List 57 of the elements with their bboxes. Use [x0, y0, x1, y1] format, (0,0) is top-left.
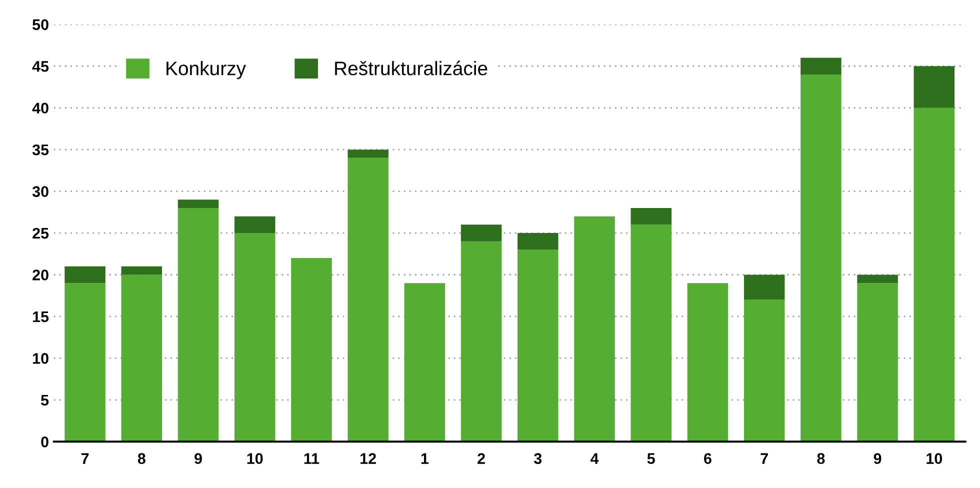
y-tick-label: 15: [33, 311, 49, 322]
y-tick-label: 40: [32, 102, 48, 114]
bar: [460, 224, 502, 242]
bar: [518, 250, 558, 442]
x-tick-label: 8: [138, 453, 146, 464]
x-tick-label: 11: [304, 453, 320, 464]
bar: [348, 158, 388, 442]
y-tick-label: 20: [32, 270, 48, 280]
bar: [404, 283, 446, 442]
x-tick-label: 9: [194, 453, 202, 464]
y-tick-label: 50: [32, 19, 48, 30]
x-tick-label: 1: [421, 453, 429, 464]
x-tick-label: 7: [81, 453, 89, 464]
bar: [630, 224, 672, 442]
bar: [857, 274, 898, 284]
x-tick-label: 6: [704, 453, 712, 464]
x-tick-label: 10: [247, 453, 263, 464]
bar: [574, 216, 615, 442]
x-tick-label: 12: [360, 453, 376, 464]
bar: [348, 150, 388, 158]
y-tick-label: 30: [32, 186, 48, 198]
bar: [518, 233, 558, 250]
bar: [178, 200, 219, 208]
x-tick-label: 10: [926, 453, 942, 464]
bar: [687, 283, 728, 442]
bar: [121, 274, 162, 442]
y-tick-label: 10: [33, 353, 48, 364]
bar: [460, 241, 502, 442]
bar: [914, 66, 955, 108]
legend-label: Konkurzy: [166, 61, 246, 80]
bar: [234, 233, 276, 442]
x-tick-label: 2: [478, 453, 485, 464]
bar: [800, 74, 842, 442]
bar: [744, 300, 785, 442]
bar: [914, 108, 955, 442]
bar: [630, 208, 672, 225]
y-tick-label: 0: [41, 436, 48, 448]
bar: [291, 258, 332, 442]
bar: [64, 283, 106, 442]
x-tick-label: 9: [874, 453, 882, 464]
bar: [121, 266, 162, 275]
bar: [744, 274, 785, 300]
legend-label: Reštrukturalizácie: [335, 60, 488, 76]
bar: [64, 266, 106, 284]
x-tick-label: 8: [817, 453, 825, 464]
bar: [857, 283, 898, 442]
x-tick-label: 5: [647, 453, 655, 464]
x-tick-label: 3: [534, 453, 542, 464]
y-tick-label: 25: [32, 228, 49, 239]
x-tick-label: 7: [760, 453, 768, 464]
x-tick-label: 4: [590, 453, 599, 464]
bar: [800, 58, 842, 74]
y-tick-label: 35: [32, 144, 49, 156]
bar: [234, 216, 276, 234]
y-tick-label: 45: [32, 61, 49, 72]
bar: [178, 208, 219, 442]
y-tick-label: 5: [41, 394, 49, 406]
